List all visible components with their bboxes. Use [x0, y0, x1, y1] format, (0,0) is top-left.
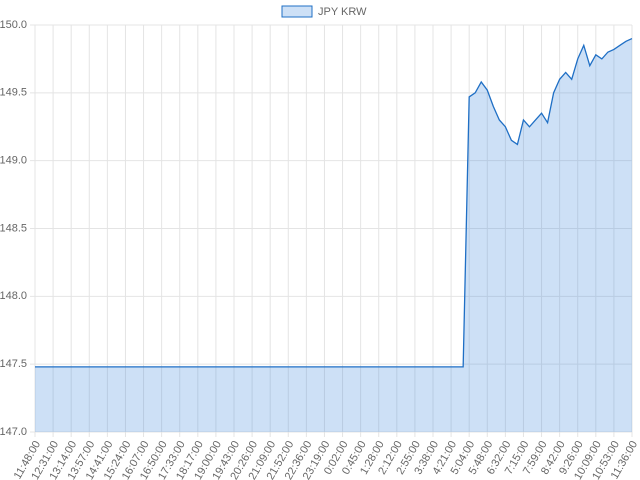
- y-tick-label: 149.0: [0, 155, 27, 167]
- y-tick-label: 147.0: [0, 426, 27, 438]
- y-tick-label: 147.5: [0, 358, 27, 370]
- y-tick-label: 148.0: [0, 290, 27, 302]
- y-tick-label: 148.5: [0, 222, 27, 234]
- area: [35, 38, 632, 432]
- y-tick-label: 150.0: [0, 19, 27, 31]
- legend-label: JPY KRW: [318, 6, 367, 18]
- legend-swatch: [281, 5, 313, 18]
- y-tick-label: 149.5: [0, 87, 27, 99]
- line: [35, 37, 633, 368]
